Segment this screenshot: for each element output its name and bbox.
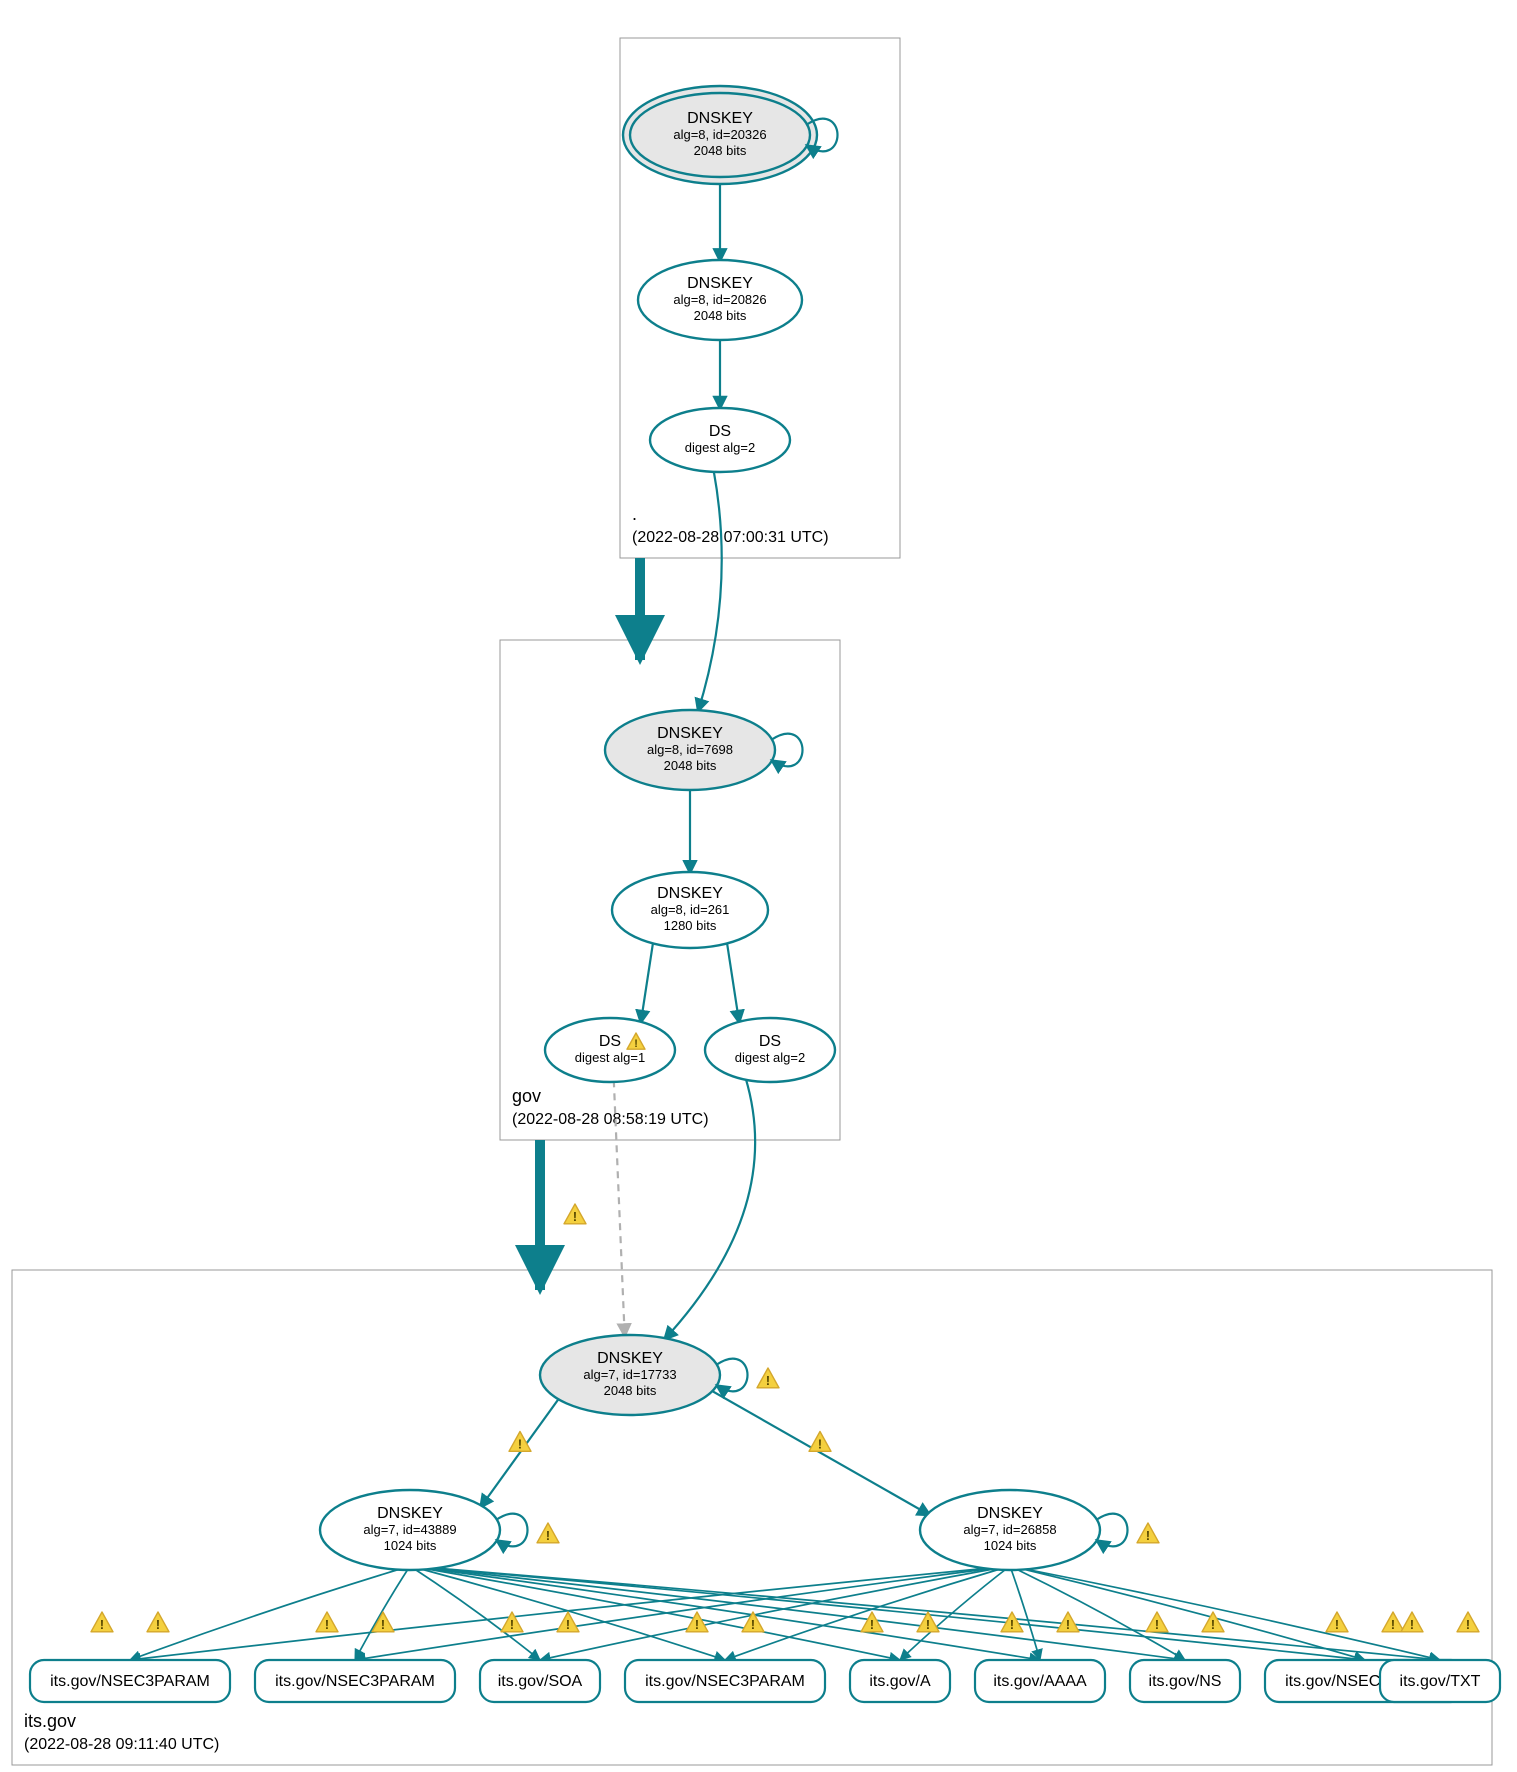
node-line-gov_ds1-1: digest alg=1: [575, 1050, 645, 1065]
dnssec-graph: . (2022-08-28 07:00:31 UTC) gov (2022-08-28…: [0, 0, 1517, 1772]
warning-icon-glyph: !: [1391, 1617, 1395, 1632]
node-line-its_zsk2-2: 1024 bits: [984, 1538, 1037, 1553]
warning-icon-glyph: !: [766, 1373, 770, 1388]
node-line-gov_ksk-0: DNSKEY: [657, 725, 723, 742]
zone-ts-itsgov: (2022-08-28 09:11:40 UTC): [24, 1736, 219, 1753]
warning-icon-glyph: !: [1066, 1617, 1070, 1632]
warning-icon-glyph: !: [751, 1617, 755, 1632]
warning-icon-glyph: !: [1335, 1617, 1339, 1632]
node-line-root_zsk-2: 2048 bits: [694, 308, 747, 323]
record-label-r5: its.gov/A: [869, 1673, 931, 1690]
warning-icon-glyph: !: [1410, 1617, 1414, 1632]
node-line-gov_zsk-0: DNSKEY: [657, 885, 723, 902]
node-line-its_zsk2-0: DNSKEY: [977, 1505, 1043, 1522]
node-line-gov_ds2-0: DS: [759, 1033, 781, 1050]
zone-ts-root: (2022-08-28 07:00:31 UTC): [632, 529, 829, 546]
node-line-gov_ksk-2: 2048 bits: [664, 758, 717, 773]
node-line-its_zsk1-1: alg=7, id=43889: [363, 1522, 456, 1537]
warning-icon-glyph: !: [870, 1617, 874, 1632]
record-label-r7: its.gov/NS: [1149, 1673, 1222, 1690]
node-line-root_ksk-2: 2048 bits: [694, 143, 747, 158]
node-line-root_zsk-0: DNSKEY: [687, 275, 753, 292]
zone-label-root: .: [632, 504, 637, 524]
warning-icon-glyph: !: [926, 1617, 930, 1632]
record-label-r2: its.gov/NSEC3PARAM: [275, 1673, 435, 1690]
warning-icon-glyph: !: [381, 1617, 385, 1632]
warning-icon-glyph: !: [1211, 1617, 1215, 1632]
node-line-gov_zsk-1: alg=8, id=261: [651, 902, 730, 917]
zone-ts-gov: (2022-08-28 08:58:19 UTC): [512, 1111, 709, 1128]
warning-icon-glyph: !: [156, 1617, 160, 1632]
warning-icon-glyph: !: [546, 1528, 550, 1543]
warning-icon-glyph: !: [1155, 1617, 1159, 1632]
warning-icon-glyph: !: [695, 1617, 699, 1632]
warning-icon-glyph: !: [518, 1437, 522, 1452]
warning-icon-glyph: !: [573, 1209, 577, 1224]
warning-icon-glyph: !: [634, 1038, 638, 1050]
node-line-its_ksk-1: alg=7, id=17733: [583, 1367, 676, 1382]
zone-label-gov: gov: [512, 1086, 541, 1106]
record-label-r3: its.gov/SOA: [498, 1673, 583, 1690]
node-line-gov_zsk-2: 1280 bits: [664, 918, 717, 933]
node-line-root_ksk-0: DNSKEY: [687, 110, 753, 127]
warning-icon-glyph: !: [818, 1437, 822, 1452]
record-label-r6: its.gov/AAAA: [993, 1673, 1087, 1690]
warning-icon-glyph: !: [1010, 1617, 1014, 1632]
warning-icon-glyph: !: [1466, 1617, 1470, 1632]
warning-icon-glyph: !: [1146, 1528, 1150, 1543]
warning-icon-glyph: !: [325, 1617, 329, 1632]
node-line-its_zsk1-2: 1024 bits: [384, 1538, 437, 1553]
node-line-gov_ds1-0: DS: [599, 1033, 621, 1050]
warning-icon-glyph: !: [566, 1617, 570, 1632]
node-line-its_ksk-0: DNSKEY: [597, 1350, 663, 1367]
warning-icon-glyph: !: [510, 1617, 514, 1632]
node-line-root_zsk-1: alg=8, id=20826: [673, 292, 766, 307]
zone-label-itsgov: its.gov: [24, 1711, 76, 1731]
node-line-root_ksk-1: alg=8, id=20326: [673, 127, 766, 142]
node-line-its_zsk1-0: DNSKEY: [377, 1505, 443, 1522]
node-line-root_ds-1: digest alg=2: [685, 440, 755, 455]
record-label-r1: its.gov/NSEC3PARAM: [50, 1673, 210, 1690]
node-line-its_zsk2-1: alg=7, id=26858: [963, 1522, 1056, 1537]
warning-icon-glyph: !: [100, 1617, 104, 1632]
record-label-r9: its.gov/TXT: [1400, 1673, 1481, 1690]
node-line-root_ds-0: DS: [709, 423, 731, 440]
record-label-r4: its.gov/NSEC3PARAM: [645, 1673, 805, 1690]
node-line-gov_ds2-1: digest alg=2: [735, 1050, 805, 1065]
node-line-gov_ksk-1: alg=8, id=7698: [647, 742, 733, 757]
node-line-its_ksk-2: 2048 bits: [604, 1383, 657, 1398]
